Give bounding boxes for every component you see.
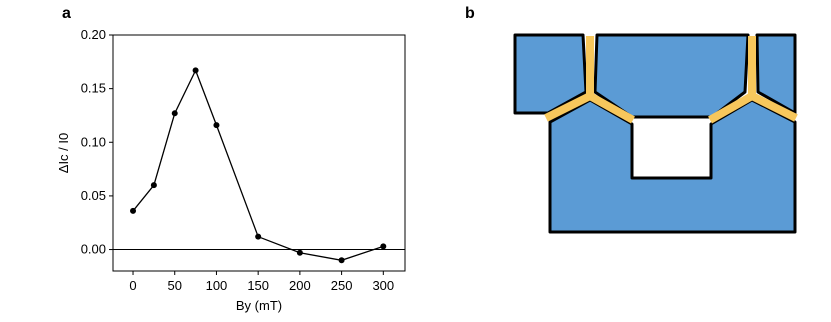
y-tick-label: 0.10 (81, 134, 106, 149)
data-line (132, 68, 384, 261)
data-point (192, 67, 199, 74)
data-point (255, 233, 262, 240)
data-point (338, 257, 345, 264)
data-point (296, 249, 303, 256)
x-tick-label: 250 (331, 278, 353, 293)
plot-frame (112, 34, 406, 272)
data-point (171, 110, 178, 117)
x-tick-label: 300 (372, 278, 394, 293)
x-tick-label: 100 (206, 278, 228, 293)
x-tick-label: 150 (247, 278, 269, 293)
junction (708, 91, 798, 124)
x-axis-label: By (mT) (236, 298, 282, 313)
panel-label: b (465, 5, 475, 22)
data-point (130, 207, 137, 214)
diagram (513, 33, 798, 234)
panel-label: a (62, 5, 71, 22)
y-axis-label: ΔIc / I0 (56, 133, 71, 173)
x-tick-label: 0 (129, 278, 136, 293)
block (755, 33, 797, 115)
x-tick-label: 200 (289, 278, 311, 293)
y-tick-label: 0.15 (81, 81, 106, 96)
data-point (380, 243, 387, 250)
y-tick-label: 0.00 (81, 242, 106, 257)
y-tick-label: 0.20 (81, 27, 106, 42)
data-point (213, 122, 220, 129)
block (548, 98, 797, 234)
data-point (150, 182, 157, 189)
block (513, 33, 588, 115)
y-tick-label: 0.05 (81, 188, 106, 203)
x-tick-label: 50 (168, 278, 182, 293)
block (593, 33, 750, 119)
junction (544, 91, 635, 124)
